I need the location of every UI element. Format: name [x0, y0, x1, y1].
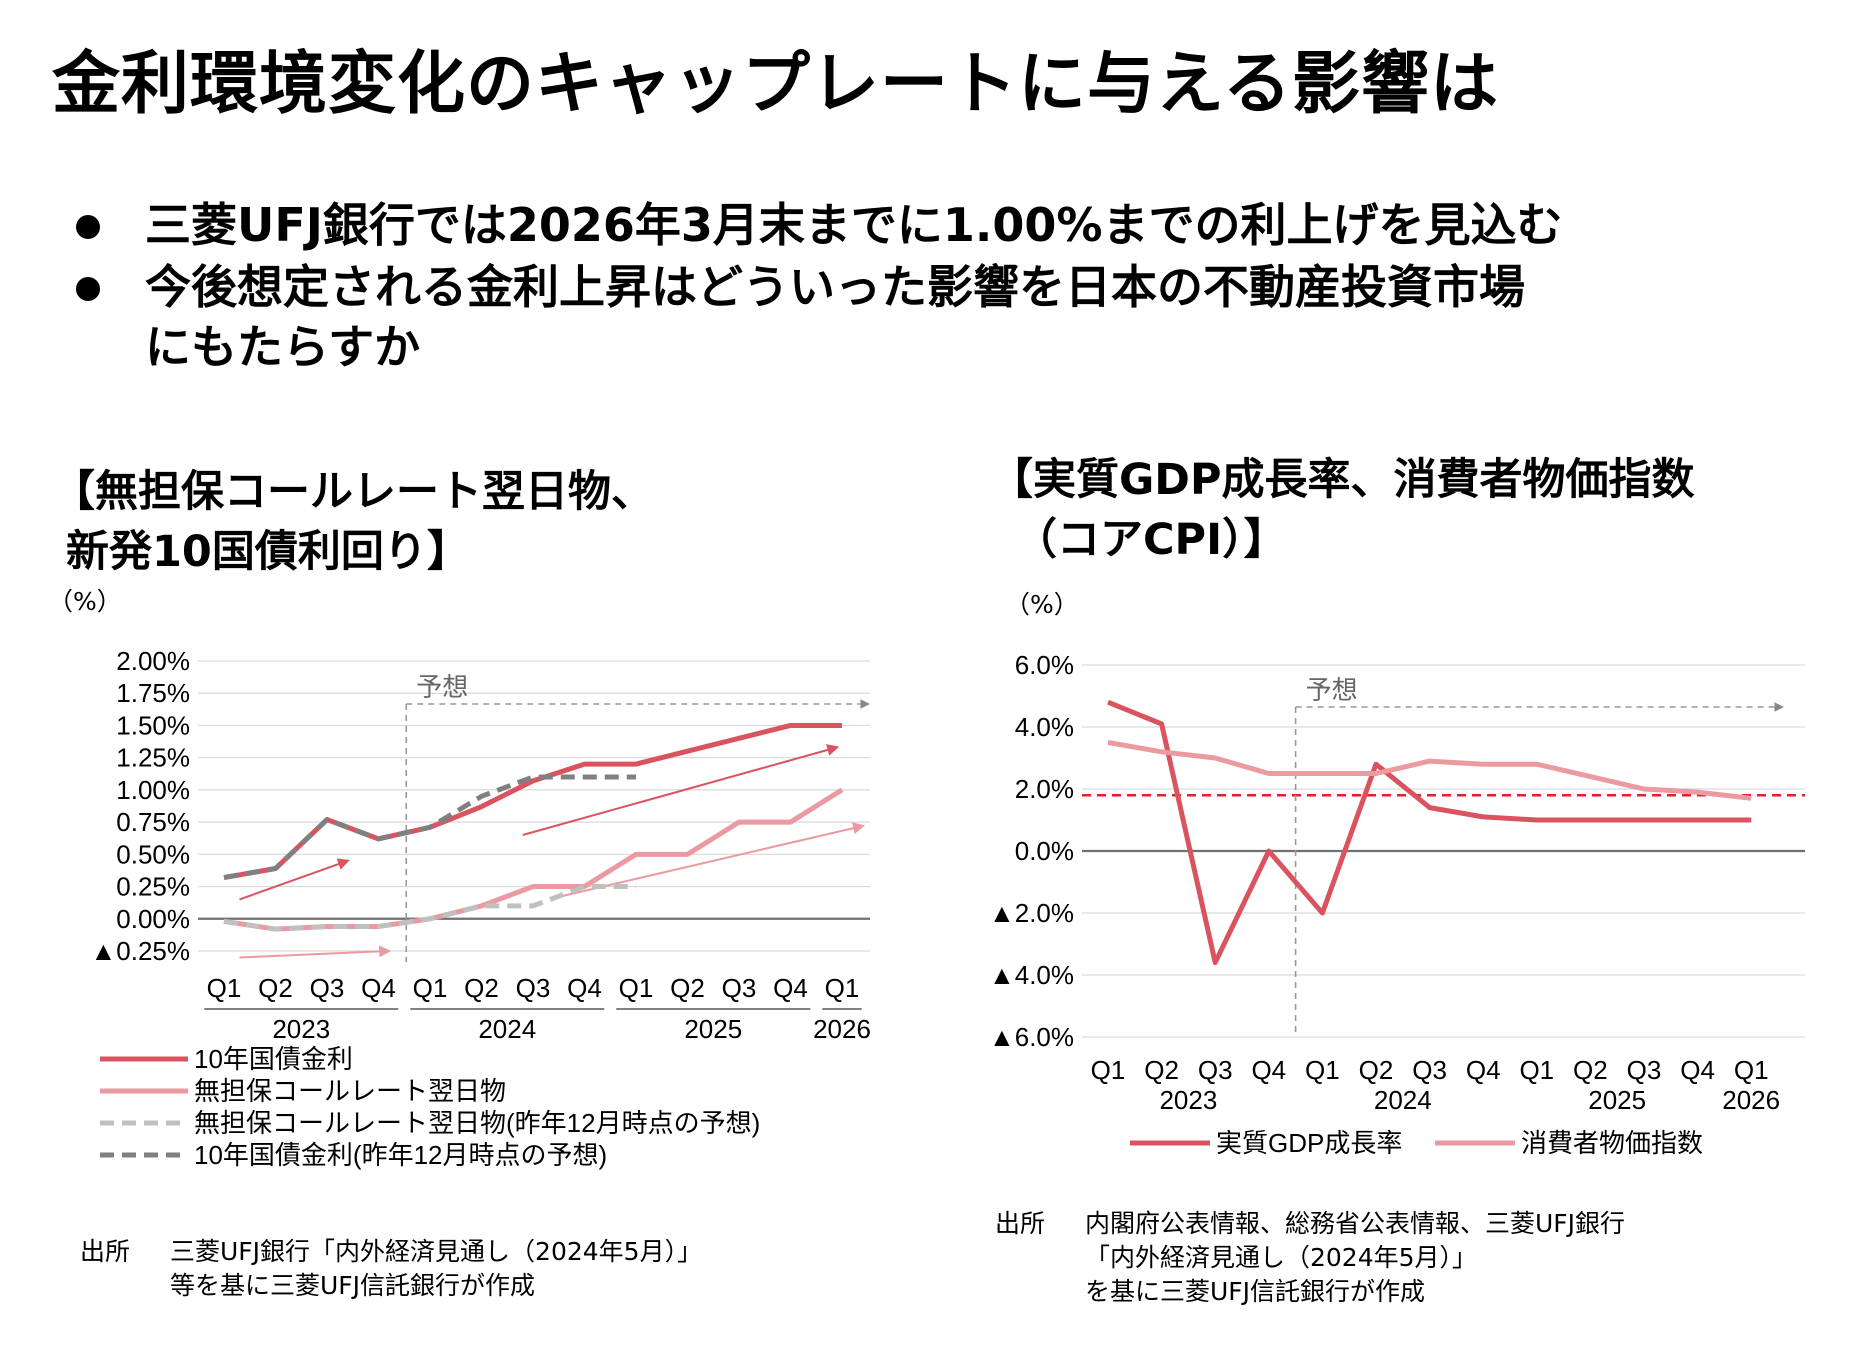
- left-chart-title-line2: 新発10国債利回り】: [66, 527, 470, 577]
- left-series-line-3: [223, 884, 636, 932]
- left-series-line-2: [223, 787, 844, 932]
- right-legend-label: 消費者物価指数: [1521, 1128, 1703, 1158]
- bullet-list: 三菱UFJ銀行では2026年3月末までに1.00%までの利上げを見込む 今後想定…: [70, 195, 1770, 379]
- left-x-tick-label: Q2: [464, 973, 499, 1003]
- right-chart-unit: （%）: [1005, 590, 1079, 619]
- right-x-tick-label: Q1: [1734, 1055, 1769, 1085]
- left-source-line2: 等を基に三菱UFJ信託銀行が作成: [170, 1271, 536, 1300]
- right-source-label: 出所: [995, 1209, 1046, 1238]
- right-y-tick-label: ▲4.0%: [989, 960, 1074, 990]
- bullet-text-2: 今後想定される金利上昇はどういった影響を日本の不動産投資市場: [145, 260, 1525, 314]
- left-trend-arrow: [558, 822, 865, 898]
- left-y-tick-label: ▲0.25%: [91, 936, 190, 966]
- left-x-tick-label: Q2: [670, 973, 705, 1003]
- left-y-tick-label: 1.50%: [116, 710, 190, 740]
- left-year-label: 2024: [478, 1014, 536, 1044]
- left-source-label: 出所: [80, 1237, 131, 1266]
- left-year-label: 2025: [684, 1014, 742, 1044]
- right-x-tick-label: Q3: [1627, 1055, 1662, 1085]
- right-source-line3: を基に三菱UFJ信託銀行が作成: [1085, 1277, 1426, 1306]
- right-x-tick-label: Q4: [1251, 1055, 1286, 1085]
- right-series-line-2: [1107, 740, 1752, 801]
- right-series-line-1: [1107, 699, 1752, 966]
- bullet-dot-icon: [76, 277, 100, 301]
- left-chart-unit: （%）: [48, 587, 122, 616]
- left-trend-arrow: [239, 858, 350, 901]
- left-forecast-label: 予想: [416, 672, 468, 702]
- left-y-tick-label: 2.00%: [116, 646, 190, 676]
- left-source: 出所 三菱UFJ銀行「内外経済見通し（2024年5月）」 等を基に三菱UFJ信託銀…: [80, 1235, 702, 1303]
- right-x-tick-label: Q2: [1144, 1055, 1179, 1085]
- right-x-tick-label: Q1: [1519, 1055, 1554, 1085]
- right-legend-label: 実質GDP成長率: [1216, 1128, 1402, 1158]
- left-trend-arrow: [239, 945, 392, 959]
- left-chart-title: 【無担保コールレート翌日物、 新発10国債利回り】: [52, 462, 654, 582]
- bullet-text-1: 三菱UFJ銀行では2026年3月末までに1.00%までの利上げを見込む: [145, 198, 1563, 252]
- left-year-label: 2026: [813, 1014, 871, 1044]
- right-year-label: 2026: [1722, 1085, 1780, 1115]
- left-x-tick-label: Q4: [567, 973, 602, 1003]
- right-y-tick-label: 0.0%: [1015, 836, 1074, 866]
- left-y-tick-label: 0.25%: [116, 872, 190, 902]
- left-legend-label: 10年国債金利: [194, 1044, 353, 1074]
- bullet-dot-icon: [76, 215, 100, 239]
- left-legend-label: 10年国債金利(昨年12月時点の予想): [194, 1140, 607, 1170]
- bullet-item: 三菱UFJ銀行では2026年3月末までに1.00%までの利上げを見込む: [70, 195, 1770, 255]
- left-y-tick-label: 0.50%: [116, 839, 190, 869]
- left-legend-label: 無担保コールレート翌日物(昨年12月時点の予想): [194, 1108, 760, 1138]
- page-title: 金利環境変化のキャップレートに与える影響は: [52, 45, 1499, 124]
- right-x-tick-label: Q4: [1466, 1055, 1501, 1085]
- left-y-tick-label: 0.75%: [116, 807, 190, 837]
- right-year-label: 2024: [1374, 1085, 1432, 1115]
- left-x-tick-label: Q1: [413, 973, 448, 1003]
- left-x-tick-label: Q1: [619, 973, 654, 1003]
- right-x-tick-label: Q2: [1573, 1055, 1608, 1085]
- left-y-tick-label: 1.75%: [116, 678, 190, 708]
- right-y-tick-label: ▲6.0%: [989, 1022, 1074, 1052]
- right-source: 出所 内閣府公表情報、総務省公表情報、三菱UFJ銀行 「内外経済見通し（2024年…: [995, 1207, 1625, 1309]
- right-chart-title-line1: 【実質GDP成長率、消費者物価指数: [990, 455, 1695, 505]
- left-x-tick-label: Q3: [310, 973, 345, 1003]
- left-chart-title-line1: 【無担保コールレート翌日物、: [52, 467, 654, 517]
- left-y-tick-label: 1.00%: [116, 775, 190, 805]
- bullet-item: 今後想定される金利上昇はどういった影響を日本の不動産投資市場 にもたらすか: [70, 257, 1770, 377]
- left-y-tick-label: 0.00%: [116, 904, 190, 934]
- right-chart-title: 【実質GDP成長率、消費者物価指数 （コアCPI）】: [990, 450, 1695, 570]
- left-source-line1: 三菱UFJ銀行「内外経済見通し（2024年5月）」: [170, 1237, 703, 1266]
- right-y-tick-label: ▲2.0%: [989, 898, 1074, 928]
- right-x-tick-label: Q3: [1198, 1055, 1233, 1085]
- right-x-tick-label: Q4: [1680, 1055, 1715, 1085]
- left-x-tick-label: Q1: [825, 973, 860, 1003]
- left-legend-label: 無担保コールレート翌日物: [194, 1076, 506, 1106]
- right-y-tick-label: 4.0%: [1015, 712, 1074, 742]
- right-x-tick-label: Q1: [1305, 1055, 1340, 1085]
- left-year-label: 2023: [272, 1014, 330, 1044]
- left-x-tick-label: Q4: [361, 973, 396, 1003]
- right-chart-title-line2: （コアCPI）】: [1014, 515, 1287, 565]
- left-trend-arrow: [522, 744, 840, 836]
- right-line-chart: 6.0% 4.0% 2.0% 0.0% ▲2.0% ▲4.0% ▲6.0% 予想 Q1 Q2 Q3 Q…: [989, 650, 1805, 1158]
- left-line-chart: 2.00%1.75%1.50%1.25%1.00%0.75%0.50%0.25%…: [91, 646, 871, 1170]
- right-forecast-label: 予想: [1306, 675, 1358, 705]
- right-source-line2: 「内外経済見通し（2024年5月）」: [1085, 1243, 1478, 1272]
- left-series-line-4: [223, 774, 636, 880]
- right-x-tick-label: Q2: [1359, 1055, 1394, 1085]
- right-source-line1: 内閣府公表情報、総務省公表情報、三菱UFJ銀行: [1085, 1209, 1626, 1238]
- right-x-tick-label: Q1: [1091, 1055, 1126, 1085]
- left-x-tick-label: Q1: [207, 973, 242, 1003]
- right-year-label: 2025: [1588, 1085, 1646, 1115]
- left-x-tick-label: Q2: [258, 973, 293, 1003]
- right-y-tick-label: 2.0%: [1015, 774, 1074, 804]
- right-year-label: 2023: [1159, 1085, 1217, 1115]
- right-x-tick-label: Q3: [1412, 1055, 1447, 1085]
- left-x-tick-label: Q3: [516, 973, 551, 1003]
- left-x-tick-label: Q4: [773, 973, 808, 1003]
- left-x-tick-label: Q3: [722, 973, 757, 1003]
- right-y-tick-label: 6.0%: [1015, 650, 1074, 680]
- left-y-tick-label: 1.25%: [116, 743, 190, 773]
- bullet-text-3: にもたらすか: [145, 320, 421, 374]
